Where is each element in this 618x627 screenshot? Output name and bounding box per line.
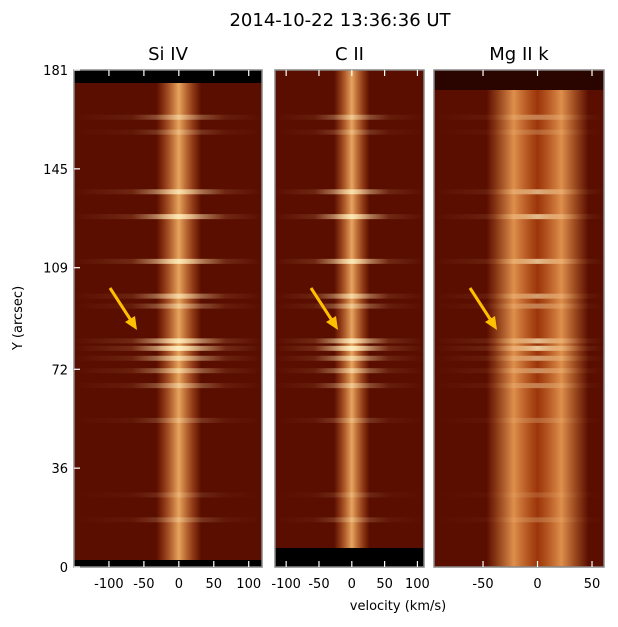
emission-band: [434, 293, 604, 299]
emission-band: [74, 114, 262, 120]
emission-band: [434, 114, 604, 120]
emission-band: [434, 129, 604, 135]
y-tick-label: 72: [51, 363, 68, 378]
panel-frame: [73, 69, 263, 568]
emission-band: [74, 345, 262, 351]
x-tick-label: 100: [236, 577, 261, 592]
emission-column: [275, 70, 424, 567]
emission-band: [74, 368, 262, 374]
panel-title: C II: [335, 44, 364, 65]
emission-band: [434, 345, 604, 351]
emission-band: [275, 129, 424, 135]
spectrogram: [74, 70, 262, 567]
emission-band: [74, 303, 262, 309]
arrow-head: [125, 316, 137, 330]
emission-band: [74, 383, 262, 389]
emission-band: [434, 492, 604, 498]
emission-band: [434, 417, 604, 423]
mask: [275, 548, 424, 567]
emission-band: [275, 345, 424, 351]
x-tick-label: -50: [472, 577, 493, 592]
emission-band: [275, 214, 424, 220]
emission-band: [434, 355, 604, 361]
emission-band: [275, 383, 424, 389]
emission-band: [74, 258, 262, 264]
emission-band: [74, 517, 262, 523]
x-tick-label: 50: [206, 577, 223, 592]
emission-band: [434, 368, 604, 374]
emission-band: [74, 355, 262, 361]
emission-column: [74, 70, 262, 567]
emission-band: [434, 383, 604, 389]
panel-title: Si IV: [148, 44, 188, 65]
emission-band: [275, 114, 424, 120]
arrow-head: [326, 316, 338, 330]
panel-frame: [274, 69, 425, 568]
y-tick-label: 0: [60, 561, 68, 576]
x-tick-label: -100: [94, 577, 124, 592]
emission-band: [434, 338, 604, 344]
emission-column: [434, 70, 604, 567]
y-tick-label: 181: [43, 64, 68, 79]
emission-band: [275, 258, 424, 264]
spectrogram: [434, 70, 604, 567]
mask: [74, 560, 262, 567]
arrow-head: [485, 316, 497, 330]
emission-band: [74, 293, 262, 299]
emission-band: [275, 517, 424, 523]
arrow: [108, 287, 134, 323]
panel-frame: [433, 69, 605, 568]
emission-band: [74, 189, 262, 195]
x-axis-label: velocity (km/s): [350, 599, 446, 614]
arrow: [468, 287, 494, 323]
x-tick-label: 50: [584, 577, 601, 592]
emission-band: [74, 214, 262, 220]
emission-band: [74, 492, 262, 498]
emission-band: [275, 417, 424, 423]
emission-band: [275, 189, 424, 195]
x-tick-label: 50: [376, 577, 393, 592]
emission-band: [275, 303, 424, 309]
x-tick-label: -100: [271, 577, 301, 592]
emission-band: [275, 355, 424, 361]
emission-band: [434, 258, 604, 264]
x-tick-label: 0: [348, 577, 356, 592]
y-axis-label: Y (arcsec): [11, 286, 26, 351]
x-tick-label: -50: [133, 577, 154, 592]
emission-band: [275, 368, 424, 374]
y-tick-label: 36: [51, 462, 68, 477]
mask: [434, 70, 604, 90]
emission-band: [434, 214, 604, 220]
emission-band: [434, 303, 604, 309]
emission-band: [434, 189, 604, 195]
emission-band: [275, 492, 424, 498]
y-tick-label: 145: [43, 163, 68, 178]
emission-band: [74, 417, 262, 423]
emission-band: [434, 517, 604, 523]
panel-title: Mg II k: [489, 44, 549, 65]
figure-title: 2014-10-22 13:36:36 UT: [229, 10, 451, 31]
spectrogram: [275, 70, 424, 567]
x-tick-label: 0: [175, 577, 183, 592]
arrow: [309, 287, 335, 323]
x-tick-label: 100: [405, 577, 430, 592]
emission-band: [74, 338, 262, 344]
x-tick-label: -50: [308, 577, 329, 592]
emission-band: [275, 293, 424, 299]
mask: [74, 70, 262, 83]
emission-band: [74, 129, 262, 135]
emission-band: [275, 338, 424, 344]
y-tick-label: 109: [43, 262, 68, 277]
x-tick-label: 0: [533, 577, 541, 592]
